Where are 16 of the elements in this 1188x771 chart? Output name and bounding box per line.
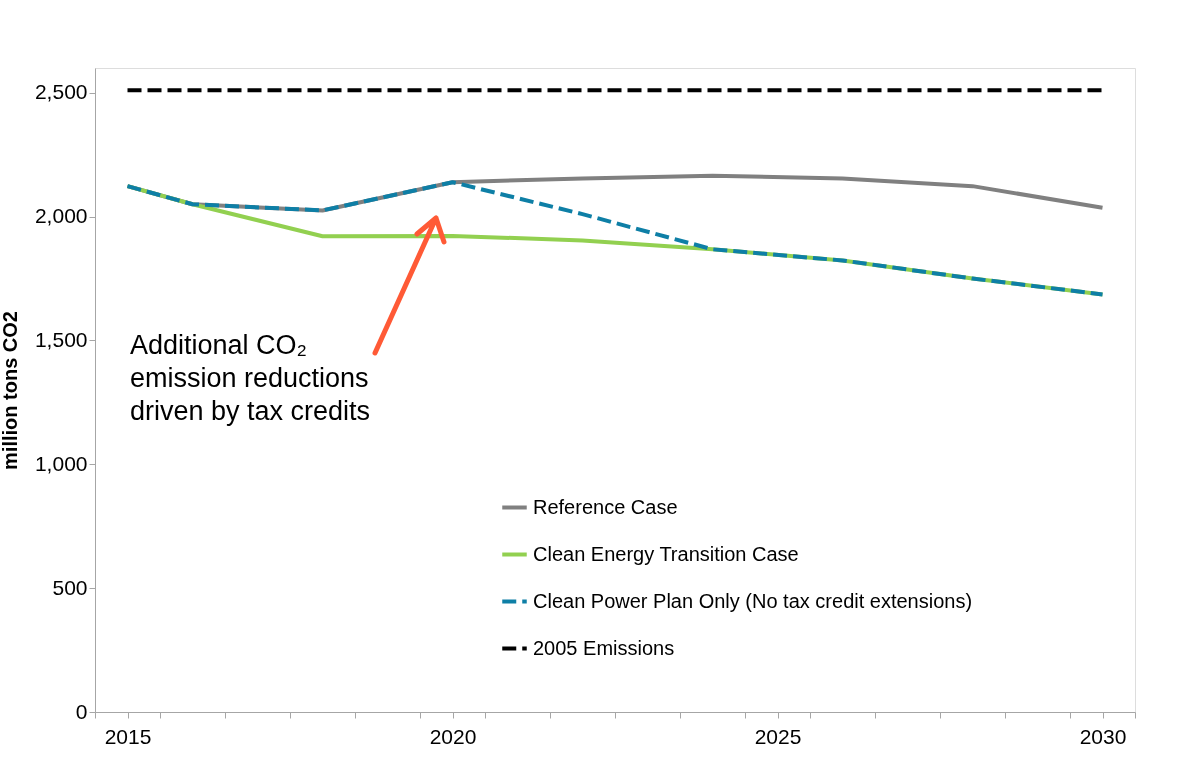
x-tick-label: 2030 bbox=[1079, 724, 1127, 748]
x-tick-label: 2015 bbox=[104, 724, 152, 748]
x-tick-label: 2025 bbox=[754, 724, 802, 748]
y-tick-label: 1,000 bbox=[34, 451, 88, 475]
y-tick-label: 2,500 bbox=[34, 80, 88, 104]
y-tick-label: 0 bbox=[75, 699, 88, 723]
y-tick-label: 1,500 bbox=[34, 327, 88, 351]
x-tick-label: 2020 bbox=[429, 724, 477, 748]
legend-label: Clean Power Plan Only (No tax credit extensions) bbox=[533, 589, 973, 612]
legend-label: Reference Case bbox=[533, 495, 678, 518]
y-tick-label: 500 bbox=[52, 575, 88, 599]
y-axis-title: million tons CO2 bbox=[0, 311, 21, 470]
legend-label: 2005 Emissions bbox=[533, 636, 675, 659]
annotation: Additional CO₂ emission reductions driven by tax credits bbox=[130, 330, 371, 426]
legend-label: Clean Energy Transition Case bbox=[533, 542, 799, 565]
y-tick-label: 2,000 bbox=[34, 204, 88, 228]
